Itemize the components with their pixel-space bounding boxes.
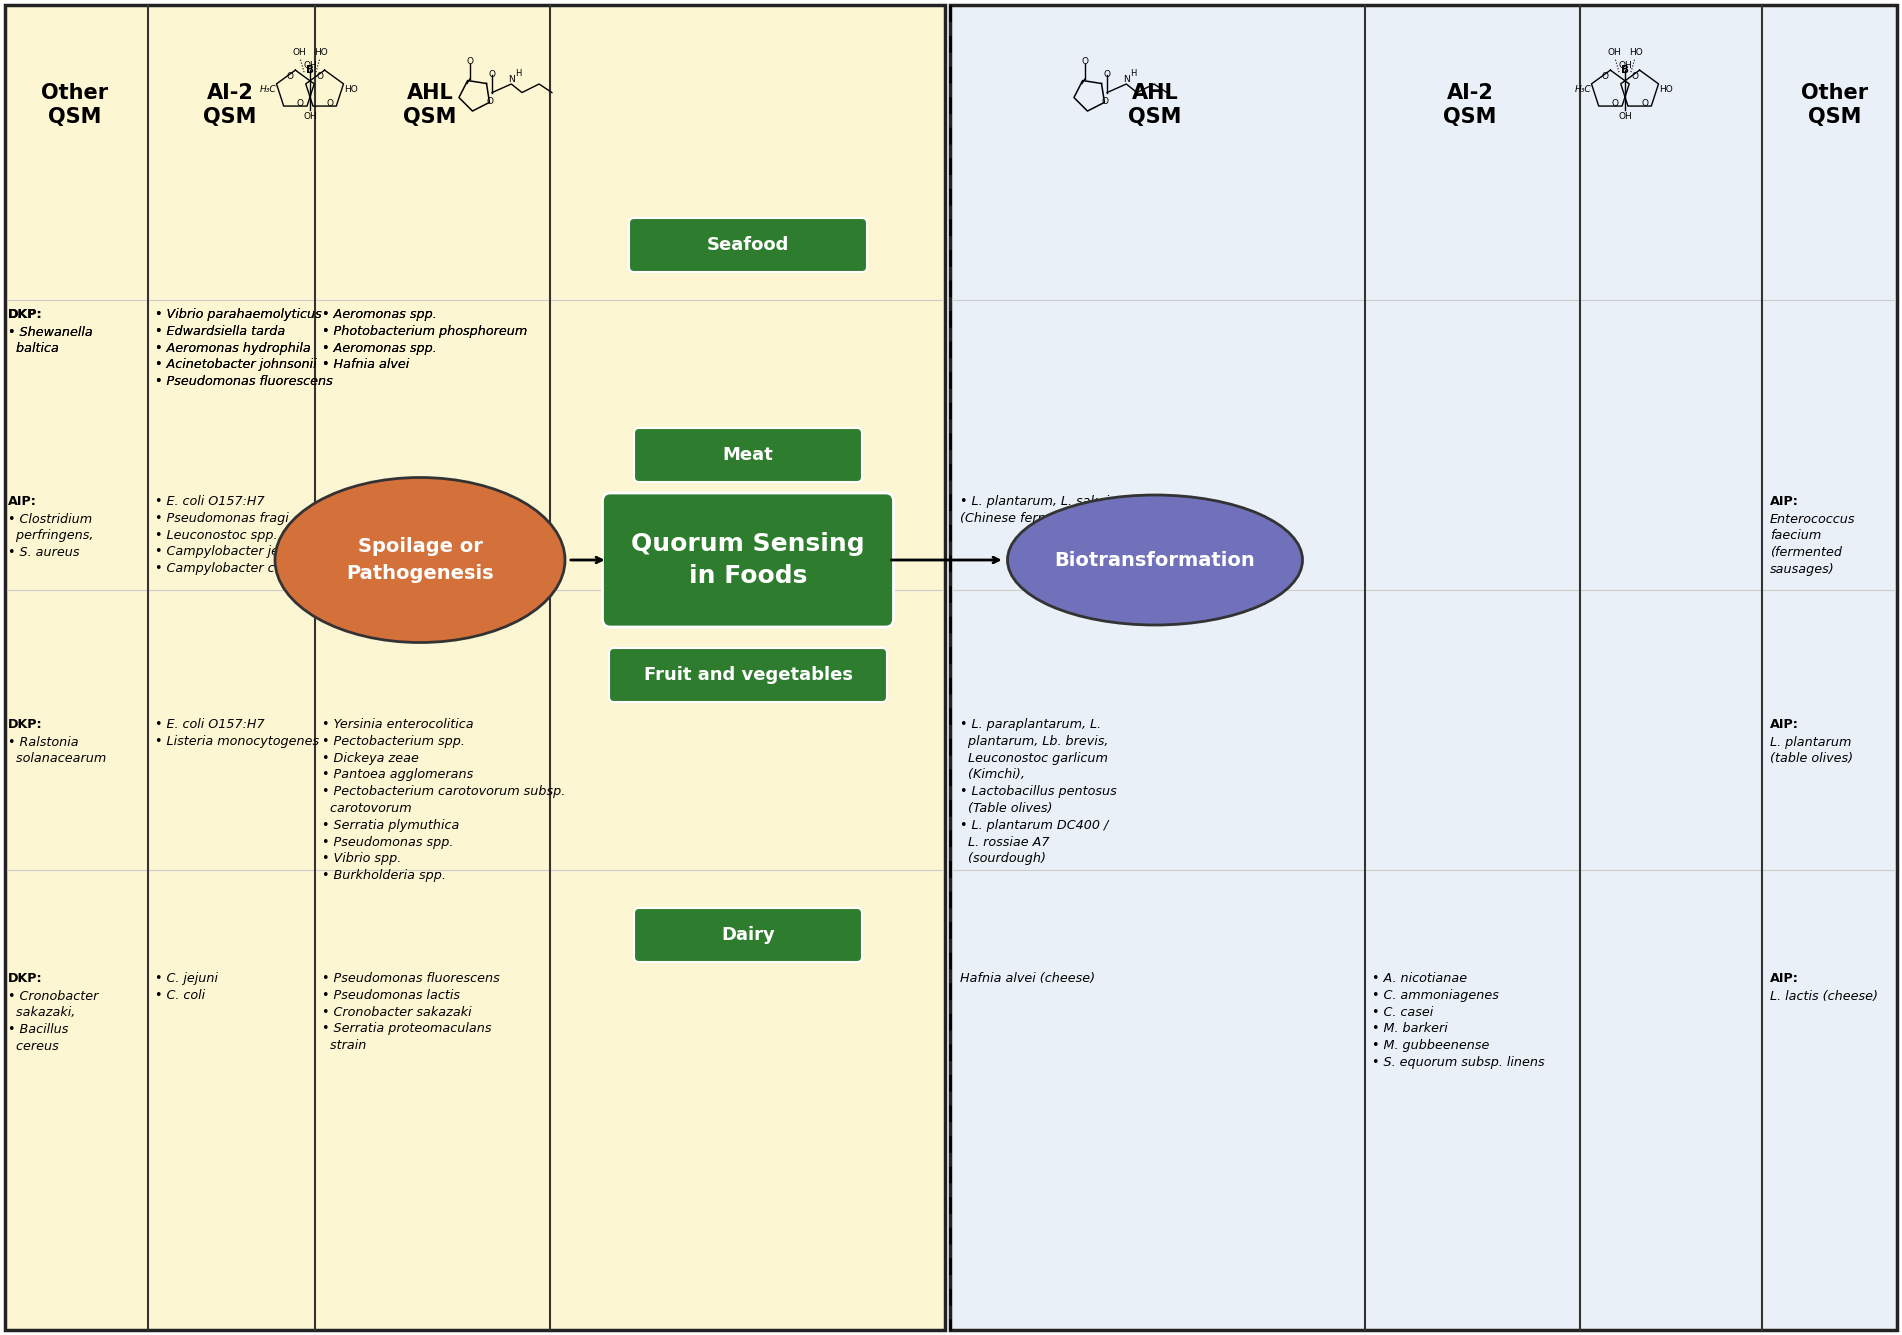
Ellipse shape <box>1008 495 1303 625</box>
Text: OH: OH <box>302 112 318 121</box>
Text: AI-2
QSM: AI-2 QSM <box>1444 83 1497 127</box>
Text: Other
QSM: Other QSM <box>1801 83 1868 127</box>
Text: • Cronobacter
  sakazaki,
• Bacillus
  cereus: • Cronobacter sakazaki, • Bacillus cereu… <box>8 989 99 1053</box>
Text: Meat: Meat <box>723 446 774 465</box>
Text: • Shewanella
  baltica: • Shewanella baltica <box>8 326 93 355</box>
Ellipse shape <box>276 478 565 642</box>
Text: H₃C: H₃C <box>1575 85 1592 95</box>
Text: HO: HO <box>1628 48 1643 57</box>
Text: N: N <box>1122 75 1130 84</box>
Text: L. plantarum
(table olives): L. plantarum (table olives) <box>1771 736 1853 765</box>
Text: AHL
QSM: AHL QSM <box>403 83 456 127</box>
Text: • Shewanella
  baltica: • Shewanella baltica <box>8 326 93 355</box>
Text: Quorum Sensing
in Foods: Quorum Sensing in Foods <box>631 533 865 587</box>
Text: O: O <box>1601 72 1609 80</box>
Text: AIP:: AIP: <box>1771 718 1799 732</box>
Text: • Ralstonia
  solanacearum: • Ralstonia solanacearum <box>8 736 107 765</box>
Text: O: O <box>325 99 333 108</box>
FancyBboxPatch shape <box>633 429 862 482</box>
FancyBboxPatch shape <box>633 908 862 963</box>
Text: AIP:: AIP: <box>1771 495 1799 509</box>
Text: O: O <box>1611 99 1619 108</box>
Text: • E. coli O157:H7
• Pseudomonas fragi
• Leuconostoc spp.
• Campylobacter jejuni
: • E. coli O157:H7 • Pseudomonas fragi • … <box>154 495 302 575</box>
FancyBboxPatch shape <box>609 647 886 702</box>
Text: O: O <box>487 97 493 105</box>
Text: Other
QSM: Other QSM <box>42 83 108 127</box>
Text: AIP:: AIP: <box>8 495 36 509</box>
Text: • Clostridium
  perfringens,
• S. aureus: • Clostridium perfringens, • S. aureus <box>8 513 93 559</box>
Text: B: B <box>1621 65 1628 75</box>
Text: N: N <box>508 75 515 84</box>
Text: O: O <box>316 72 323 80</box>
Text: • A. nicotianae
• C. ammoniagenes
• C. casei
• M. barkeri
• M. gubbeenense
• S. : • A. nicotianae • C. ammoniagenes • C. c… <box>1371 972 1544 1069</box>
Text: Hafnia alvei (cheese): Hafnia alvei (cheese) <box>961 972 1096 985</box>
Text: OH: OH <box>1619 61 1632 71</box>
Text: O: O <box>1103 71 1111 79</box>
Text: • Vibrio parahaemolyticus
• Edwardsiella tarda
• Aeromonas hydrophila
• Acinetob: • Vibrio parahaemolyticus • Edwardsiella… <box>154 308 333 388</box>
Text: HO: HO <box>1659 85 1672 95</box>
Text: O: O <box>297 99 304 108</box>
Text: • Aeromonas spp.
• Photobacterium phosphoreum
• Aeromonas spp.
• Hafnia alvei: • Aeromonas spp. • Photobacterium phosph… <box>321 308 527 371</box>
Text: O: O <box>466 57 474 67</box>
FancyBboxPatch shape <box>630 218 867 272</box>
Text: • L. plantarum, L. sakei
(Chinese fermented meat): • L. plantarum, L. sakei (Chinese fermen… <box>961 495 1130 525</box>
Text: • Hafnia alvei
• Serratia spp.
• Pseudomonas spp.
• Aeromonas hydrophila
• Yersi: • Hafnia alvei • Serratia spp. • Pseudom… <box>321 495 477 575</box>
Text: B: B <box>306 65 314 75</box>
Text: Seafood: Seafood <box>708 236 789 254</box>
Text: • Pseudomonas fluorescens
• Pseudomonas lactis
• Cronobacter sakazaki
• Serratia: • Pseudomonas fluorescens • Pseudomonas … <box>321 972 500 1052</box>
Text: DKP:: DKP: <box>8 718 42 732</box>
Text: O: O <box>1632 72 1638 80</box>
Text: O: O <box>1101 97 1109 105</box>
Text: • Yersinia enterocolitica
• Pectobacterium spp.
• Dickeya zeae
• Pantoea agglome: • Yersinia enterocolitica • Pectobacteri… <box>321 718 565 882</box>
Text: • Aeromonas spp.
• Photobacterium phosphoreum
• Aeromonas spp.
• Hafnia alvei: • Aeromonas spp. • Photobacterium phosph… <box>321 308 527 371</box>
Text: DKP:: DKP: <box>8 308 42 320</box>
Text: HO: HO <box>344 85 358 95</box>
Text: AIP:: AIP: <box>1771 972 1799 985</box>
Text: O: O <box>489 71 496 79</box>
Text: OH: OH <box>1619 112 1632 121</box>
Text: DKP:: DKP: <box>8 308 42 320</box>
Text: H: H <box>1130 69 1135 77</box>
Text: • Vibrio parahaemolyticus
• Edwardsiella tarda
• Aeromonas hydrophila
• Acinetob: • Vibrio parahaemolyticus • Edwardsiella… <box>154 308 333 388</box>
Text: AHL
QSM: AHL QSM <box>1128 83 1181 127</box>
Text: H₃C: H₃C <box>259 85 276 95</box>
FancyBboxPatch shape <box>603 493 894 627</box>
Text: H: H <box>515 69 521 77</box>
Text: OH: OH <box>293 48 306 57</box>
Text: Dairy: Dairy <box>721 926 774 944</box>
Text: • L. paraplantarum, L.
  plantarum, Lb. brevis,
  Leuconostoc garlicum
  (Kimchi: • L. paraplantarum, L. plantarum, Lb. br… <box>961 718 1116 865</box>
Text: L. lactis (cheese): L. lactis (cheese) <box>1771 989 1877 1003</box>
Text: O: O <box>1641 99 1649 108</box>
Text: Fruit and vegetables: Fruit and vegetables <box>643 666 852 684</box>
Text: Biotransformation: Biotransformation <box>1054 550 1255 570</box>
Text: Spoilage or
Pathogenesis: Spoilage or Pathogenesis <box>346 537 495 583</box>
Text: • C. jejuni
• C. coli: • C. jejuni • C. coli <box>154 972 219 1001</box>
Text: • E. coli O157:H7
• Listeria monocytogenes: • E. coli O157:H7 • Listeria monocytogen… <box>154 718 320 748</box>
Text: OH: OH <box>1607 48 1621 57</box>
Text: DKP:: DKP: <box>8 972 42 985</box>
Text: OH: OH <box>302 61 318 71</box>
Text: O: O <box>1082 57 1088 67</box>
FancyBboxPatch shape <box>949 5 1896 1330</box>
Text: HO: HO <box>314 48 327 57</box>
FancyBboxPatch shape <box>6 5 945 1330</box>
Text: AI-2
QSM: AI-2 QSM <box>204 83 257 127</box>
Text: Enterococcus
faecium
(fermented
sausages): Enterococcus faecium (fermented sausages… <box>1771 513 1856 575</box>
Text: O: O <box>287 72 295 80</box>
